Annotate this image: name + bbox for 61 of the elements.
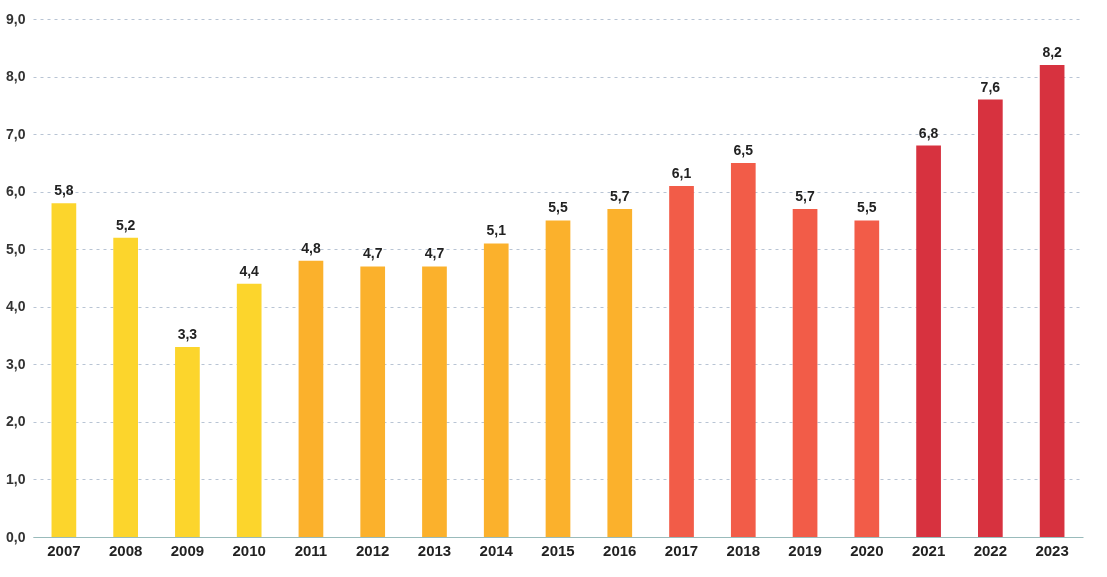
data-label: 5,5 (857, 199, 877, 216)
bar (236, 283, 262, 537)
y-tick-label: 5,0 (6, 240, 26, 257)
x-tick-label: 2014 (479, 541, 514, 559)
y-tick-label: 2,0 (6, 413, 26, 430)
bar (422, 266, 447, 537)
bar (483, 243, 509, 537)
x-tick-label: 2013 (417, 541, 452, 559)
bar (792, 208, 818, 537)
x-tick-label: 2008 (108, 541, 143, 559)
data-label: 5,5 (548, 199, 568, 216)
bar (1039, 65, 1065, 537)
x-tick-label: 2019 (788, 541, 822, 559)
bar (978, 99, 1003, 537)
y-tick-label: 3,0 (6, 355, 26, 372)
bar (669, 185, 694, 537)
x-tick-label: 2010 (232, 541, 266, 559)
data-label: 6,1 (671, 164, 692, 181)
x-tick-label: 2021 (911, 541, 946, 559)
x-tick-label: 2009 (170, 541, 205, 559)
data-label: 5,8 (54, 182, 74, 199)
data-label: 5,2 (115, 216, 136, 233)
data-label: 4,7 (362, 245, 383, 262)
data-label: 5,7 (610, 187, 630, 204)
bar (730, 162, 756, 537)
data-label: 4,4 (239, 262, 260, 279)
data-label: 8,2 (1042, 44, 1063, 61)
data-label: 5,7 (795, 187, 815, 204)
y-tick-label: 8,0 (6, 68, 26, 85)
y-tick-label: 0,0 (6, 528, 26, 545)
y-tick-label: 6,0 (6, 183, 26, 200)
y-tick-label: 4,0 (6, 298, 26, 315)
bar (113, 237, 138, 537)
x-tick-label: 2012 (356, 541, 390, 559)
x-tick-label: 2007 (47, 541, 81, 559)
x-tick-label: 2011 (294, 541, 328, 559)
y-tick-label: 1,0 (6, 470, 26, 487)
x-tick-label: 2022 (973, 541, 1008, 559)
data-label: 7,6 (980, 78, 1001, 95)
data-label: 5,1 (486, 222, 507, 239)
data-label: 6,5 (733, 141, 754, 158)
data-label: 4,7 (424, 245, 445, 262)
bar (175, 347, 200, 537)
x-tick-label: 2015 (541, 541, 575, 559)
x-tick-label: 2023 (1035, 541, 1069, 559)
x-tick-label: 2018 (726, 541, 760, 559)
x-tick-label: 2020 (850, 541, 884, 559)
bar (51, 203, 77, 537)
y-tick-label: 9,0 (6, 10, 26, 27)
data-label: 6,8 (918, 124, 939, 141)
bar (545, 220, 571, 537)
data-label: 4,8 (301, 239, 321, 256)
bar (916, 145, 941, 537)
bar (854, 220, 880, 537)
x-tick-label: 2017 (664, 541, 699, 559)
bar (607, 208, 633, 537)
y-tick-label: 7,0 (6, 125, 26, 142)
data-label: 3,3 (177, 326, 198, 343)
x-tick-label: 2016 (603, 541, 637, 559)
bar (360, 266, 386, 537)
bar (298, 260, 324, 537)
